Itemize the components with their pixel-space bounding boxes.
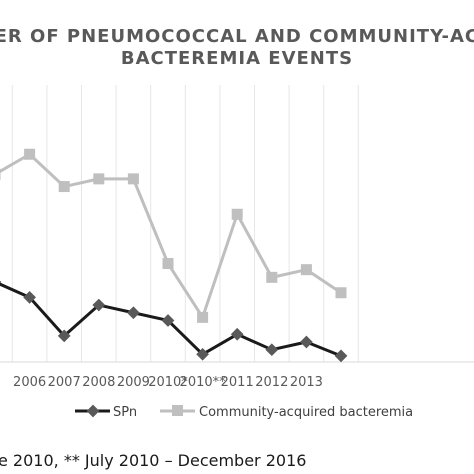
data-point <box>265 343 279 357</box>
x-tick-label: 2010* <box>148 375 188 390</box>
data-point <box>230 327 244 341</box>
series-1 <box>0 148 347 323</box>
data-point <box>334 349 348 363</box>
series-0 <box>0 275 348 363</box>
data-point <box>300 264 312 276</box>
data-point <box>161 314 175 327</box>
data-point <box>92 298 106 312</box>
legend: SPn Community-acquired bacteremia <box>75 404 413 420</box>
x-tick-label: 2009 <box>117 375 150 390</box>
data-point <box>57 329 71 343</box>
x-tick-label: 2008 <box>82 375 115 390</box>
legend-spn-marker <box>86 404 100 418</box>
data-point <box>127 306 140 320</box>
data-point <box>127 173 139 185</box>
data-point <box>23 291 36 304</box>
data-point <box>231 208 243 220</box>
x-tick-label: 2012 <box>255 375 288 390</box>
legend-spn-label: SPn <box>113 405 137 420</box>
x-tick-label: 2007 <box>48 375 81 390</box>
data-point <box>197 311 209 323</box>
data-point <box>300 335 313 349</box>
data-point <box>335 287 347 299</box>
x-tick-label: 2010** <box>180 375 227 390</box>
legend-cab-label: Community-acquired bacteremia <box>199 405 413 420</box>
chart-title-line-2: BACTEREMIA EVENTS <box>121 48 353 69</box>
footnote: e 2010, ** July 2010 – December 2016 <box>0 451 306 470</box>
data-point <box>24 148 36 160</box>
data-point <box>266 271 278 283</box>
chart-title-line-1: ER OF PNEUMOCOCCAL AND COMMUNITY-ACQ <box>0 26 474 47</box>
data-point <box>0 168 1 180</box>
x-tick-label: 2006 <box>13 375 46 390</box>
data-point <box>93 173 105 185</box>
series-layer <box>0 148 348 363</box>
data-point <box>196 347 209 361</box>
x-tick-label: 2011 <box>221 375 254 390</box>
legend-cab-marker <box>172 405 183 416</box>
x-tick-label: 2013 <box>290 375 323 390</box>
data-point <box>58 181 70 193</box>
data-point <box>162 258 174 270</box>
